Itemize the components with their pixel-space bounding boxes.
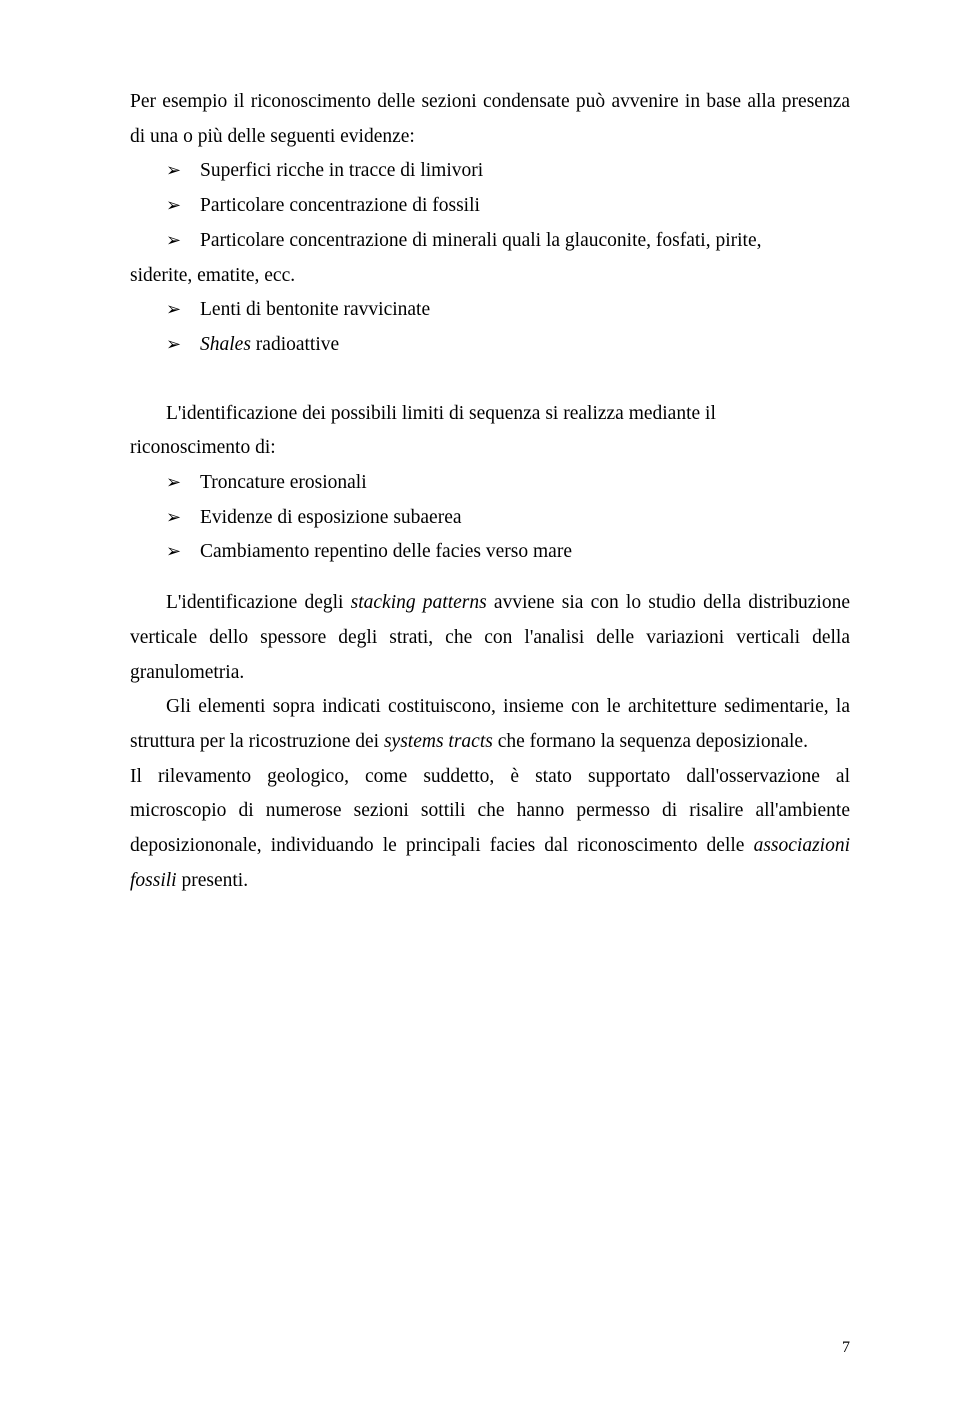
list-item-text: Particolare concentrazione di minerali q… bbox=[200, 230, 761, 251]
body-paragraph-2: Gli elementi sopra indicati costituiscon… bbox=[130, 690, 850, 759]
p3-text2: presenti. bbox=[177, 870, 248, 891]
mid-line2: riconoscimento di: bbox=[130, 437, 276, 458]
mid-line1: L'identificazione dei possibili limiti d… bbox=[166, 403, 716, 424]
spacer bbox=[130, 363, 850, 397]
p1-italic: stacking patterns bbox=[351, 592, 487, 613]
mid-paragraph-cont: riconoscimento di: bbox=[130, 431, 850, 466]
list-item-text: Superfici ricche in tracce di limivori bbox=[200, 160, 483, 181]
list-item-text-cont: siderite, ematite, ecc. bbox=[130, 265, 295, 286]
list-item-text: Lenti di bentonite ravvicinate bbox=[200, 299, 430, 320]
evidence-list: Superfici ricche in tracce di limivori P… bbox=[166, 154, 850, 258]
list-item: Shales radioattive bbox=[166, 328, 850, 363]
mid-paragraph: L'identificazione dei possibili limiti d… bbox=[130, 397, 850, 432]
list-item: Superfici ricche in tracce di limivori bbox=[166, 154, 850, 189]
list-item: Particolare concentrazione di fossili bbox=[166, 189, 850, 224]
list-item: Evidenze di esposizione subaerea bbox=[166, 501, 850, 536]
list-item-text-italic: Shales bbox=[200, 334, 251, 355]
list-item-text: Particolare concentrazione di fossili bbox=[200, 195, 480, 216]
list-item-text: Evidenze di esposizione subaerea bbox=[200, 507, 462, 528]
intro-line1: Per esempio il riconoscimento delle sezi… bbox=[130, 91, 775, 112]
list-item: Troncature erosionali bbox=[166, 466, 850, 501]
spacer bbox=[130, 570, 850, 586]
list-item-text: Troncature erosionali bbox=[200, 472, 367, 493]
page-number: 7 bbox=[842, 1339, 850, 1357]
body-paragraph-1: L'identificazione degli stacking pattern… bbox=[130, 586, 850, 690]
body-paragraph-3: Il rilevamento geologico, come suddetto,… bbox=[130, 760, 850, 899]
intro-paragraph: Per esempio il riconoscimento delle sezi… bbox=[130, 85, 850, 154]
evidence-list-cont: Lenti di bentonite ravvicinate Shales ra… bbox=[166, 293, 850, 362]
p2-italic: systems tracts bbox=[384, 731, 493, 752]
p1-text: L'identificazione degli bbox=[166, 592, 351, 613]
recognition-list: Troncature erosionali Evidenze di esposi… bbox=[166, 466, 850, 570]
list-item-text: radioattive bbox=[251, 334, 339, 355]
p2-text2: che formano la sequenza deposizionale. bbox=[493, 731, 808, 752]
page-number-value: 7 bbox=[842, 1339, 850, 1356]
list-item-continuation: siderite, ematite, ecc. bbox=[130, 259, 850, 294]
p3-text: Il rilevamento geologico, come suddetto,… bbox=[130, 766, 850, 856]
list-item: Particolare concentrazione di minerali q… bbox=[166, 224, 850, 259]
list-item: Cambiamento repentino delle facies verso… bbox=[166, 535, 850, 570]
list-item: Lenti di bentonite ravvicinate bbox=[166, 293, 850, 328]
list-item-text: Cambiamento repentino delle facies verso… bbox=[200, 541, 572, 562]
